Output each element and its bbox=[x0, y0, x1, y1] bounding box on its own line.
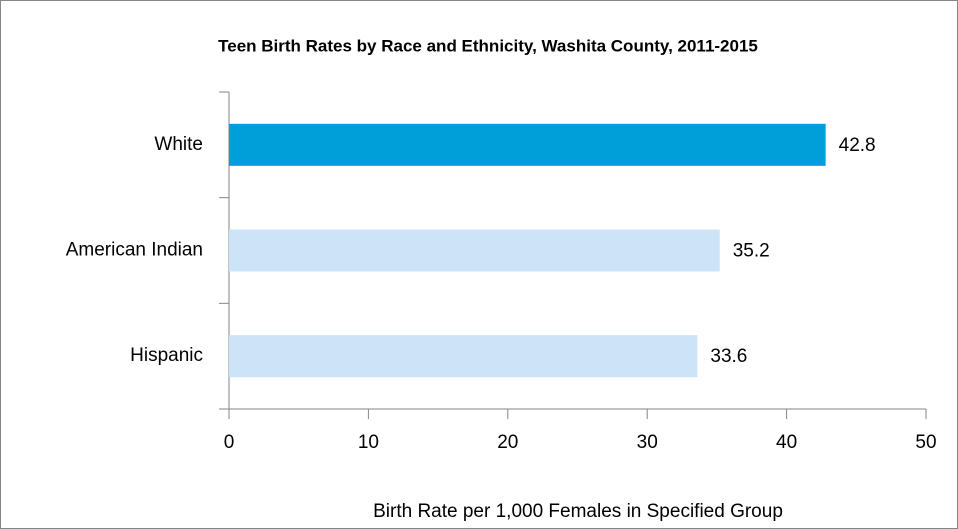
x-tick-label: 30 bbox=[637, 432, 658, 453]
x-tick-label: 20 bbox=[497, 432, 518, 453]
x-tick-label: 50 bbox=[915, 432, 936, 453]
x-tick-label: 0 bbox=[224, 432, 235, 453]
y-tick-label: Hispanic bbox=[130, 345, 203, 366]
bar bbox=[229, 229, 720, 272]
x-tick-label: 10 bbox=[358, 432, 379, 453]
chart-title: Teen Birth Rates by Race and Ethnicity, … bbox=[218, 36, 758, 55]
bar bbox=[229, 123, 826, 166]
y-tick-label: White bbox=[154, 134, 203, 155]
bar bbox=[229, 335, 698, 378]
data-label: 33.6 bbox=[710, 346, 747, 367]
data-label: 42.8 bbox=[839, 135, 876, 156]
data-label: 35.2 bbox=[733, 241, 770, 262]
y-tick-label: American Indian bbox=[66, 240, 203, 261]
x-tick-label: 40 bbox=[776, 432, 797, 453]
x-axis-label: Birth Rate per 1,000 Females in Specifie… bbox=[373, 501, 783, 522]
